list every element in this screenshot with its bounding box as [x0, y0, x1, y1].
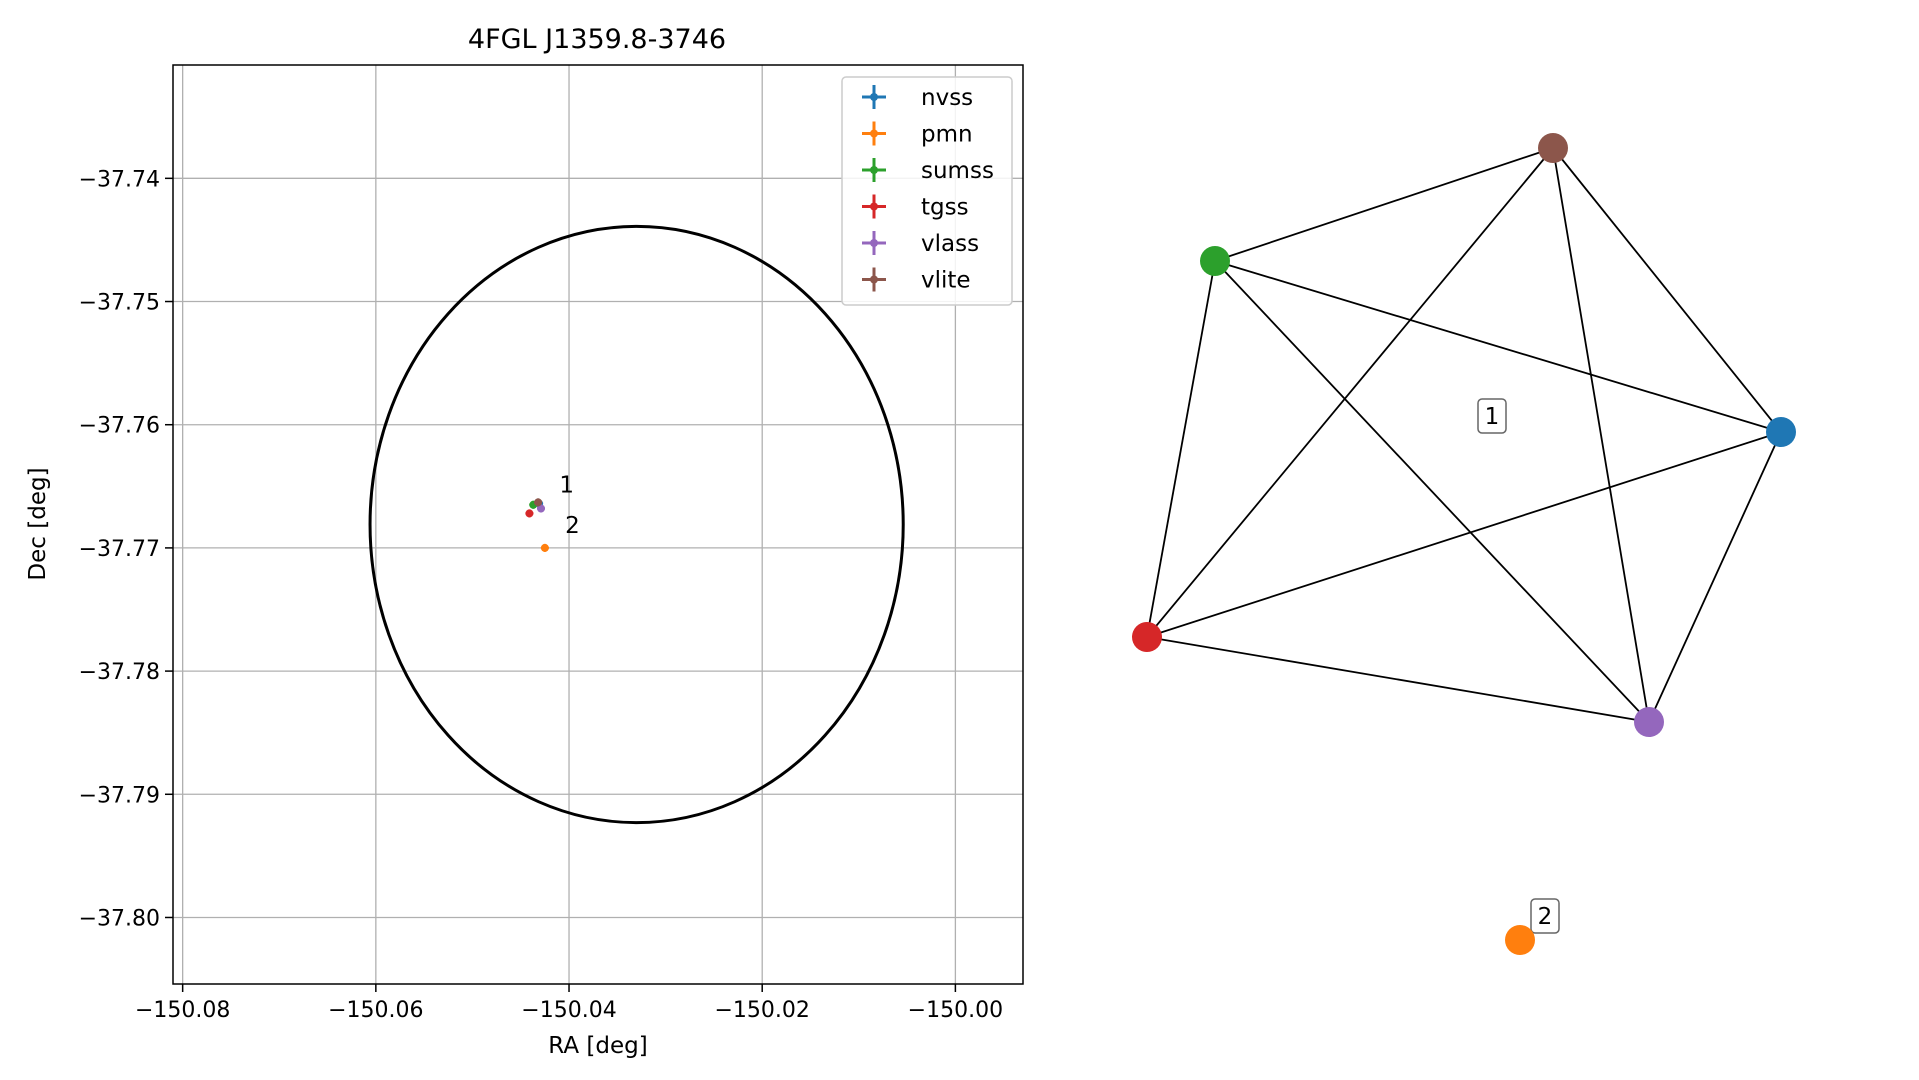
annotations: 12: [559, 472, 579, 539]
x-tick-label: −150.02: [714, 998, 809, 1023]
legend-entry-tgss: tgss: [862, 194, 969, 221]
edge-sumss-vlass: [1214, 260, 1650, 723]
error-ellipse-shape: [368, 224, 905, 825]
edge-sumss-vlite: [1214, 147, 1554, 262]
cluster-label-text: 2: [1538, 904, 1553, 930]
node-sumss: [1200, 246, 1230, 276]
node-vlass: [1634, 707, 1664, 737]
cluster-label-text: 1: [1485, 404, 1500, 430]
point-tgss: [525, 509, 534, 518]
node-pmn: [1505, 925, 1535, 955]
legend-entry-vlite: vlite: [862, 267, 971, 294]
legend-items: nvss pmn sumss tgss vlass vlite: [862, 85, 994, 294]
edge-sumss-nvss: [1214, 260, 1782, 433]
legend-entry-vlass: vlass: [862, 231, 979, 257]
error-ellipse: [368, 224, 905, 825]
graph-nodes: [1132, 133, 1796, 955]
x-tick-label: −150.04: [521, 998, 616, 1023]
data-points: [525, 498, 549, 552]
legend-entry-nvss: nvss: [862, 85, 973, 111]
legend-entry-pmn: pmn: [862, 121, 973, 148]
chart-title: 4FGL J1359.8-3746: [468, 24, 726, 55]
node-vlite: [1538, 133, 1568, 163]
edge-nvss-tgss: [1146, 431, 1782, 638]
cluster-labels: 12: [1477, 398, 1560, 934]
network-panel: 12: [1132, 133, 1796, 955]
legend-label: pmn: [921, 122, 973, 148]
node-tgss: [1132, 622, 1162, 652]
x-ticks: −150.08 −150.06 −150.04 −150.02 −150.00: [135, 984, 1003, 1023]
x-axis-label: RA [deg]: [548, 1033, 647, 1059]
x-tick-label: −150.00: [908, 998, 1003, 1023]
y-tick-label: −37.80: [79, 906, 160, 931]
y-tick-label: −37.75: [79, 291, 160, 316]
y-tick-label: −37.79: [79, 783, 160, 808]
legend-label: vlass: [921, 231, 979, 257]
edge-tgss-vlass: [1146, 636, 1650, 723]
point-vlite: [534, 498, 543, 507]
cluster-label-1: 1: [1477, 398, 1507, 434]
y-tick-label: −37.76: [79, 414, 160, 439]
node-nvss: [1766, 417, 1796, 447]
legend-label: vlite: [921, 268, 971, 294]
y-tick-label: −37.78: [79, 660, 160, 685]
plot-frame: [172, 64, 1024, 985]
x-tick-label: −150.08: [135, 998, 230, 1023]
cluster-annotation: 2: [565, 513, 580, 539]
scatter-panel: 4FGL J1359.8-3746 12 −150.08 −150.06 −150.…: [25, 24, 1024, 1059]
cluster-annotation: 1: [559, 472, 574, 498]
legend-label: sumss: [921, 158, 994, 184]
point-vlass: [537, 504, 546, 513]
legend-label: nvss: [921, 85, 973, 111]
legend-entry-sumss: sumss: [862, 158, 994, 184]
graph-edges: [1146, 147, 1782, 723]
y-axis-label: Dec [deg]: [25, 467, 51, 580]
cluster-label-2: 2: [1530, 898, 1560, 934]
y-tick-label: −37.77: [79, 537, 160, 562]
x-tick-label: −150.06: [328, 998, 423, 1023]
legend: nvss pmn sumss tgss vlass vlite: [841, 76, 1013, 306]
edge-vlite-tgss: [1146, 147, 1554, 638]
legend-label: tgss: [921, 195, 969, 221]
edge-vlite-vlass: [1552, 147, 1650, 723]
edge-sumss-tgss: [1146, 260, 1216, 638]
point-pmn: [540, 543, 549, 552]
edge-vlite-nvss: [1552, 147, 1782, 433]
y-ticks: −37.74 −37.75 −37.76 −37.77 −37.78 −37.79 −37.…: [79, 167, 173, 931]
edge-nvss-vlass: [1648, 431, 1782, 723]
y-tick-label: −37.74: [79, 167, 160, 192]
